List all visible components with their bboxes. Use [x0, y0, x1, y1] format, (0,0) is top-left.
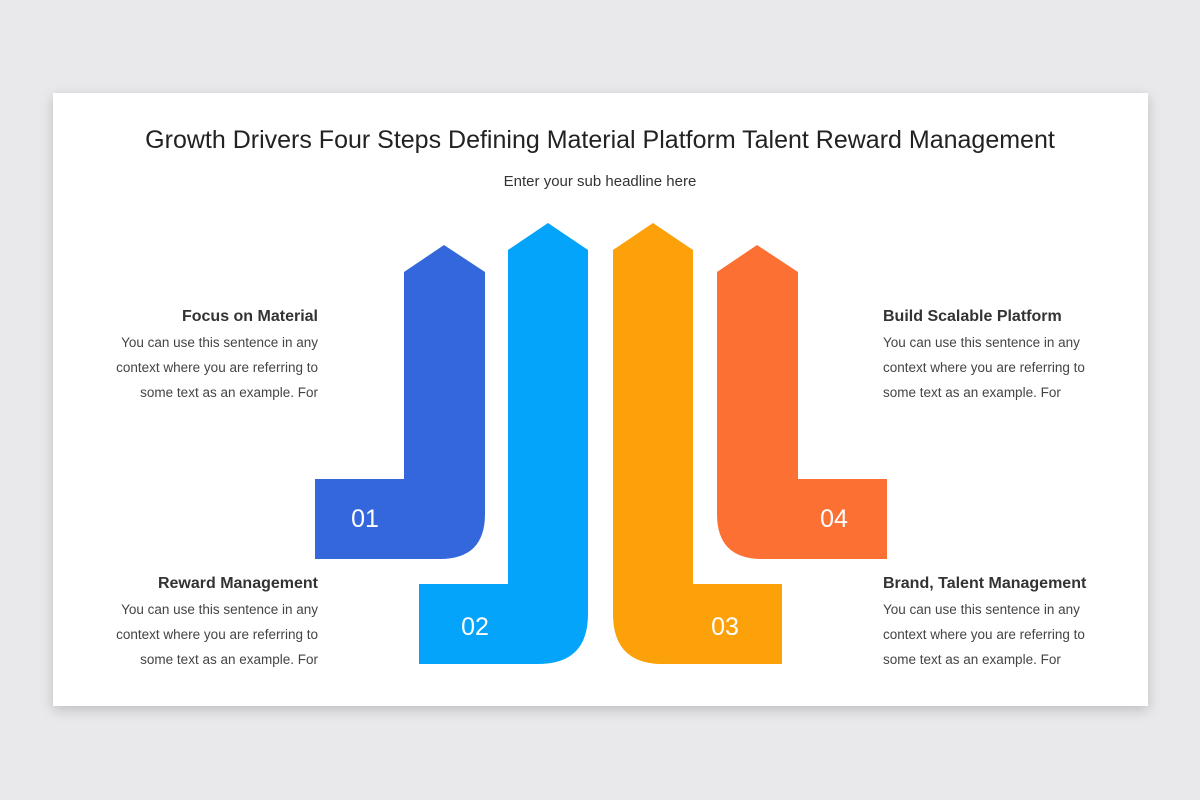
step-01-heading: Focus on Material	[181, 308, 318, 325]
step-02-heading: Reward Management	[157, 575, 318, 592]
step-01-block: Focus on Material You can use this sente…	[88, 305, 318, 405]
arrow-step-02	[419, 223, 588, 664]
step-03-text: You can use this sentence in any context…	[883, 602, 1085, 667]
step-02-text: You can use this sentence in any context…	[116, 602, 318, 667]
step-number-03: 03	[711, 613, 739, 641]
arrow-step-01	[315, 245, 485, 559]
step-number-04: 04	[820, 505, 848, 533]
slide-subtitle: Enter your sub headline here	[503, 173, 697, 190]
step-04-text: You can use this sentence in any context…	[883, 335, 1085, 400]
step-04-block: Build Scalable Platform You can use this…	[883, 305, 1113, 405]
step-01-text: You can use this sentence in any context…	[116, 335, 318, 400]
step-02-block: Reward Management You can use this sente…	[88, 572, 318, 672]
step-04-heading: Build Scalable Platform	[883, 308, 1062, 325]
step-03-heading: Brand, Talent Management	[883, 575, 1087, 592]
step-number-01: 01	[351, 505, 379, 533]
step-number-02: 02	[461, 613, 489, 641]
arrow-step-03	[613, 223, 782, 664]
slide-title: Growth Drivers Four Steps Defining Mater…	[145, 126, 1055, 154]
step-03-block: Brand, Talent Management You can use thi…	[883, 572, 1113, 672]
arrow-step-04	[717, 245, 887, 559]
slide-card	[53, 93, 1148, 706]
